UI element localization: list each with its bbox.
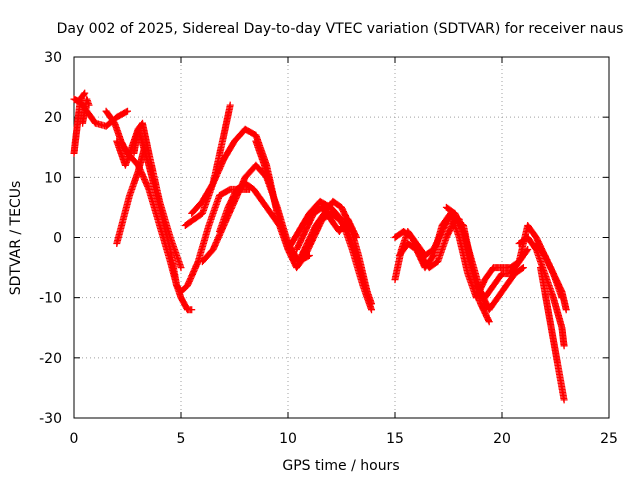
- x-tick-label: 20: [493, 431, 511, 447]
- chart-title: Day 002 of 2025, Sidereal Day-to-day VTE…: [57, 21, 624, 37]
- y-axis-label: SDTVAR / TECUs: [8, 181, 24, 296]
- series-track-17: [442, 203, 527, 314]
- x-axis-label: GPS time / hours: [282, 458, 399, 474]
- x-tick-label: 5: [177, 431, 186, 447]
- point-markers: [532, 240, 570, 314]
- x-tick-label: 15: [386, 431, 404, 447]
- y-tick-label: -20: [39, 351, 62, 367]
- point-markers: [293, 203, 360, 253]
- y-tick-label: 20: [44, 110, 62, 126]
- y-tick-label: 10: [44, 170, 62, 186]
- point-markers: [79, 95, 93, 127]
- point-markers: [70, 89, 89, 157]
- y-tick-label: 0: [53, 231, 62, 247]
- series-track-20: [532, 240, 570, 314]
- point-markers: [515, 234, 568, 350]
- y-tick-label: -10: [39, 291, 62, 307]
- point-markers: [537, 264, 568, 404]
- point-markers: [216, 179, 375, 308]
- series-track-7: [130, 119, 185, 272]
- series-track-2: [70, 89, 89, 157]
- series-track-11: [216, 179, 375, 308]
- series-track-6: [113, 143, 149, 247]
- series-track-18: [515, 234, 568, 350]
- point-markers: [130, 119, 185, 272]
- y-tick-label: -30: [39, 411, 62, 427]
- point-markers: [113, 143, 149, 247]
- series-track-3: [79, 95, 93, 127]
- data-points: [70, 89, 570, 404]
- x-tick-label: 0: [70, 431, 79, 447]
- point-markers: [442, 203, 527, 314]
- axis-ticks: 0 5 10 15 20 25 -30 -20 -10 0 10 20 30: [39, 50, 618, 447]
- y-tick-label: 30: [44, 50, 62, 66]
- series-track-13: [293, 203, 360, 253]
- series-track-19: [537, 264, 568, 404]
- x-tick-label: 10: [279, 431, 297, 447]
- x-tick-label: 25: [600, 431, 618, 447]
